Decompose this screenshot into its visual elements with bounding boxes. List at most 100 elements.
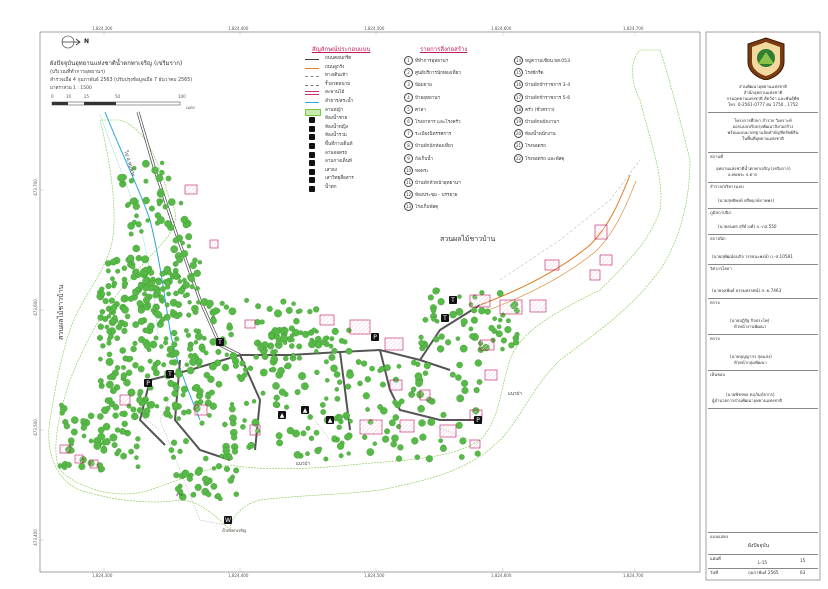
tree-icon bbox=[114, 335, 121, 342]
tree-icon bbox=[119, 411, 125, 417]
tree-icon bbox=[361, 360, 368, 367]
date-value: กุมภาพันธ์ 2565 bbox=[748, 570, 779, 575]
buildings bbox=[59, 184, 613, 469]
tree-icon bbox=[80, 418, 87, 424]
tree-icon bbox=[106, 351, 113, 358]
tree-icon bbox=[331, 435, 337, 441]
building-list-item: 9 ถังเก็บน้ำ bbox=[404, 153, 433, 163]
tree-icon bbox=[124, 313, 131, 320]
tree-icon bbox=[132, 340, 138, 346]
tree-icon bbox=[296, 343, 303, 350]
tree-icon bbox=[186, 244, 192, 249]
tree-icon bbox=[63, 422, 71, 430]
tree-icon bbox=[331, 347, 338, 354]
tree-icon bbox=[500, 346, 505, 352]
tree-icon bbox=[301, 382, 309, 391]
sign-value: (นายพัชรพล ตถุภัมภ์ยากร) bbox=[726, 392, 775, 397]
tree-icon bbox=[120, 452, 127, 460]
tree-icon bbox=[469, 333, 476, 340]
engineer-value: (นายสุพัฒน์ธนกิจ วรรธนะพงษ์) ภ.-ส.10581 bbox=[712, 254, 793, 259]
tree-icon bbox=[154, 404, 160, 409]
building-number: 17 bbox=[514, 92, 523, 102]
tree-icon bbox=[497, 317, 503, 323]
building-name: โรงเก็บพัสดุ bbox=[415, 205, 439, 211]
forest-edge-label: แนวป่า bbox=[296, 462, 310, 467]
check-role: หัวหน้างานพัฒนา bbox=[734, 324, 767, 329]
tree-icon bbox=[105, 357, 114, 366]
tree-icon bbox=[219, 453, 225, 459]
tree-icon bbox=[171, 454, 176, 460]
date-label: วันที่ bbox=[710, 570, 718, 575]
tree-icon bbox=[126, 369, 133, 376]
tree-icon bbox=[138, 282, 145, 289]
tree-icon bbox=[196, 300, 201, 305]
survey-date: สำรวจเมื่อ 4 กุมภาพันธ์ 2563 (ปรับปรุงข้… bbox=[50, 78, 193, 83]
tree-icon bbox=[121, 305, 129, 314]
waterfall-label: น้ำตกพาเจริญ bbox=[222, 528, 247, 533]
tree-icon bbox=[391, 434, 399, 442]
building-number: 5 bbox=[404, 104, 413, 114]
tree-icon bbox=[174, 336, 180, 342]
tree-icon bbox=[223, 304, 230, 310]
coord-left: 473,400 bbox=[32, 529, 38, 546]
tree-icon bbox=[184, 362, 190, 367]
tree-icon bbox=[275, 338, 283, 345]
tree-icon bbox=[414, 372, 423, 381]
tree-icon bbox=[171, 341, 178, 348]
tree-icon bbox=[134, 213, 139, 219]
place-value-2: อ.พบพระ จ.ตาก bbox=[728, 172, 758, 177]
tree-icon bbox=[305, 451, 310, 457]
tree-icon bbox=[180, 392, 186, 398]
tree-icon bbox=[139, 229, 144, 234]
tree-icon bbox=[495, 330, 503, 338]
grid-ticks bbox=[40, 32, 636, 572]
tree-icon bbox=[210, 483, 218, 490]
building-name: ที่ทำการอุทยานฯ bbox=[415, 59, 449, 64]
tree-icon bbox=[194, 332, 203, 341]
parking-icon bbox=[474, 416, 482, 424]
tree-icon bbox=[285, 306, 293, 314]
tree-icon bbox=[289, 343, 295, 349]
tree-icon bbox=[165, 175, 172, 182]
tree-icon bbox=[103, 438, 111, 446]
check-label: ตรวจ bbox=[710, 300, 720, 305]
tree-icon bbox=[164, 220, 172, 228]
tree-icon bbox=[337, 379, 343, 385]
tree-icon bbox=[398, 398, 405, 405]
tree-icon bbox=[99, 309, 106, 315]
building-name: หอพระ bbox=[415, 168, 429, 174]
tree-icon bbox=[143, 396, 149, 401]
tree-icon bbox=[143, 407, 151, 415]
tree-icon bbox=[344, 415, 349, 421]
tree-icon bbox=[336, 442, 345, 450]
tree-icon bbox=[130, 345, 137, 353]
building-list-item: 6 โรงอาหาร และโรงครัว bbox=[404, 117, 461, 126]
tree-icon bbox=[127, 295, 134, 302]
tree-icon bbox=[458, 454, 465, 460]
sheet-count: 15 bbox=[800, 558, 806, 563]
tree-icon bbox=[308, 435, 315, 441]
building-name: ป้อมยาม bbox=[415, 83, 433, 89]
tree-icon bbox=[143, 266, 148, 272]
tent-icon-glyph: ▲ bbox=[328, 417, 333, 424]
tree-icon bbox=[369, 365, 375, 372]
tree-icon bbox=[228, 405, 236, 413]
tree-icon bbox=[188, 472, 194, 478]
tree-icon bbox=[176, 416, 182, 421]
tree-icon bbox=[109, 276, 115, 282]
tree-icon bbox=[192, 352, 198, 358]
tree-icon bbox=[142, 277, 150, 285]
building-list-item: 18 ครัว (ชั่วคราว) bbox=[514, 104, 555, 114]
tree-icon bbox=[207, 375, 215, 383]
tree-icon bbox=[172, 237, 179, 244]
department-logo-icon bbox=[747, 37, 785, 80]
tree-icon bbox=[504, 326, 512, 334]
tree-icon bbox=[425, 455, 433, 463]
tree-icon bbox=[484, 308, 491, 315]
project-line: ออกแบบปรับปรุงพัฒนาสิ่งก่อสร้าง bbox=[732, 124, 794, 129]
tree-icon bbox=[168, 414, 173, 419]
tree-icon bbox=[175, 370, 183, 378]
building-list-item: 7 ระเบียงนิทรรศการ bbox=[404, 129, 451, 139]
building-list-item: 12 ห้องประชุม - บรรยาย bbox=[404, 190, 457, 200]
barbed-fence-line bbox=[305, 84, 319, 86]
